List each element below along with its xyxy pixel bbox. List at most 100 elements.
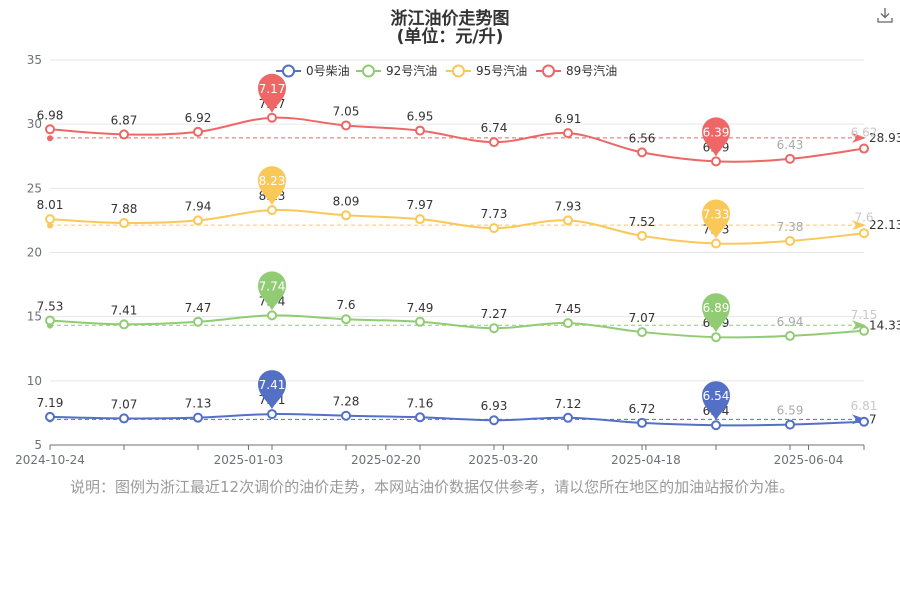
data-point [489,137,499,148]
data-point [119,217,129,228]
data-point [415,316,425,327]
data-label: 6.89 [703,316,730,330]
data-point [859,325,869,336]
data-label: 6.93 [481,399,508,413]
legend: 0号柴油 92号汽油 95号汽油 89号汽油 [276,63,617,78]
data-label: 7.47 [185,301,212,315]
average-arrow [852,320,866,331]
legend-marker [362,64,375,78]
average-arrow [852,414,866,425]
y-tick-label: 5 [34,438,42,452]
x-tick-label: 2025-04-18 [611,453,681,467]
data-point [785,235,795,246]
data-point [637,417,647,428]
data-label: 6.92 [185,111,212,125]
data-point [563,412,573,423]
data-point [45,315,55,326]
marker-pin-label: 8.23 [259,174,286,188]
data-point [489,323,499,334]
download-icon[interactable] [876,6,894,24]
grid-layer [50,59,864,382]
data-label: 6.87 [111,113,138,127]
data-label: 7.38 [777,220,804,234]
axis-layer: 5 10 15 20 25 30 35 2024-10-24 2025-01-03 2025-02… [15,53,865,467]
data-point [193,215,203,226]
data-label: 7.97 [407,198,434,212]
data-point [637,327,647,338]
data-label: 7.05 [333,104,360,118]
data-point [785,153,795,164]
data-label: 6.98 [37,108,64,122]
data-label: 6.81 [851,399,878,413]
chart-subtitle: (单位：元/升) [396,27,504,47]
data-label: 8.23 [259,189,286,203]
data-point [45,124,55,135]
y-tick-label: 30 [27,117,42,131]
marker-pin [702,381,730,421]
legend-item[interactable]: 92号汽油 [356,63,437,78]
legend-item[interactable]: 89号汽油 [536,63,617,78]
data-label: 7.73 [481,207,508,221]
y-tick-label: 20 [27,246,42,260]
data-point [267,112,277,123]
legend-item[interactable]: 0号柴油 [276,64,350,78]
data-label: 7.07 [111,397,138,411]
data-label: 6.39 [703,140,730,154]
data-label: 7.41 [259,393,286,407]
data-label: 8.09 [333,194,360,208]
data-point [45,214,55,225]
average-arrow [852,132,866,143]
data-point [45,411,55,422]
marker-pin [258,370,286,410]
data-point [859,143,869,154]
data-label: 6.91 [555,112,582,126]
data-point [489,223,499,234]
marker-pin-label: 6.39 [703,125,730,139]
data-point [341,314,351,325]
data-point [119,319,129,330]
data-point [267,205,277,216]
y-tick-label: 35 [27,53,42,67]
average-start-dot [47,322,53,329]
legend-label: 0号柴油 [306,64,350,78]
marker-pin-label: 6.89 [703,301,730,315]
data-point [341,120,351,131]
average-start-dot [47,416,53,423]
data-label: 6.56 [629,131,656,145]
data-point [785,419,795,430]
data-point [563,215,573,226]
series-line [49,413,865,427]
legend-item[interactable]: 95号汽油 [446,63,527,78]
average-start-dot [47,222,53,229]
data-label: 7.93 [555,199,582,213]
data-point [415,125,425,136]
data-label: 6.54 [703,404,730,418]
data-point [563,128,573,139]
legend-marker [542,64,555,78]
marker-pin [702,199,730,239]
data-point [341,410,351,421]
marker-pin [702,293,730,333]
legend-marker [452,64,465,78]
series-line [49,314,865,339]
data-label: 7.16 [407,396,434,410]
data-point [489,415,499,426]
average-label: 14.33 [869,318,900,332]
data-point [267,310,277,321]
marker-pin-label: 7.74 [259,279,286,293]
data-label: 7.41 [111,303,138,317]
data-label: 7.13 [185,397,212,411]
data-point [711,156,721,167]
legend-label: 89号汽油 [566,63,617,78]
legend-label: 95号汽油 [476,63,527,78]
data-label: 7.88 [111,202,138,216]
data-label: 7.94 [185,199,212,213]
y-tick-label: 15 [27,310,42,324]
data-label: 6.62 [851,126,878,140]
legend-marker [282,64,295,78]
series-line [49,116,865,163]
y-tick-label: 25 [27,181,42,195]
data-label: 7.12 [555,397,582,411]
